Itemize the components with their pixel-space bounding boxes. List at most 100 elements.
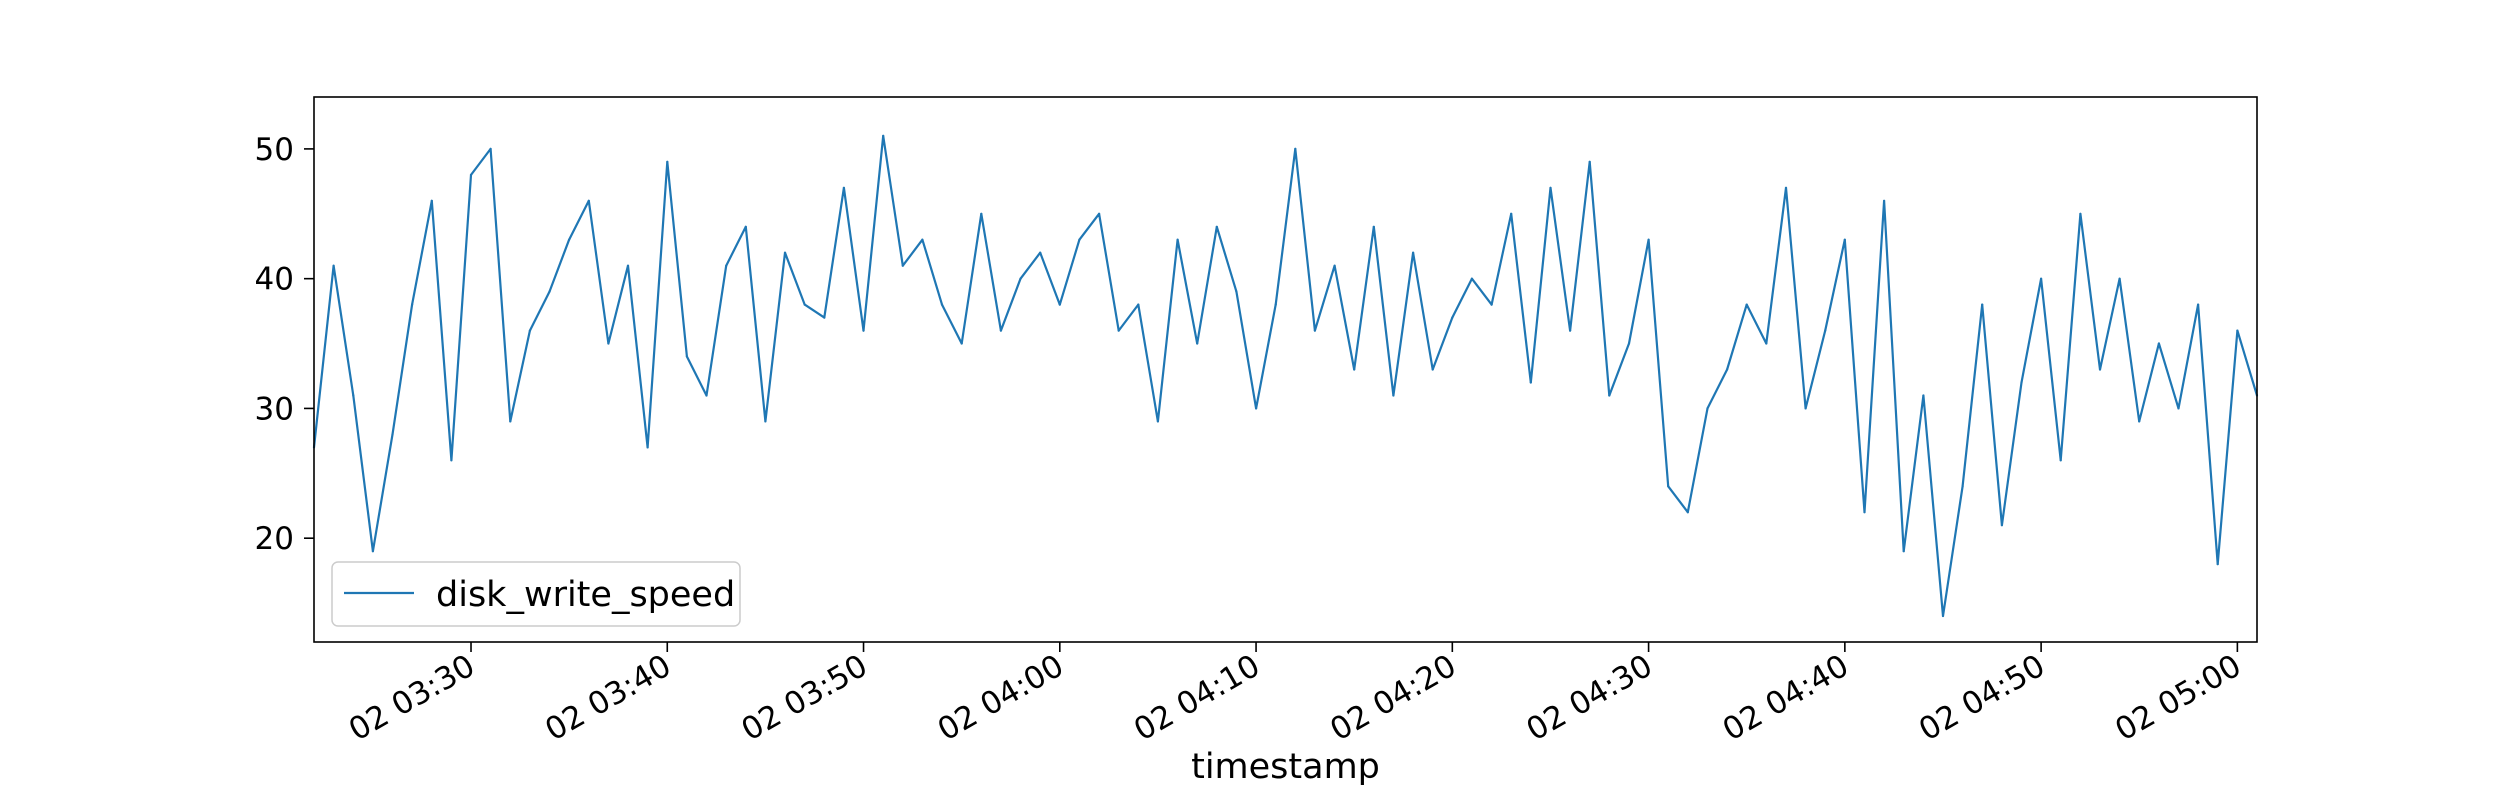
data-point	[1470, 277, 1473, 280]
data-point	[1569, 329, 1572, 332]
data-point	[1941, 614, 1945, 618]
data-point	[1981, 303, 1984, 306]
data-point	[901, 264, 904, 267]
data-point	[2216, 563, 2219, 566]
data-point	[450, 459, 453, 462]
data-point	[1706, 407, 1709, 410]
data-point	[1922, 394, 1925, 397]
data-point	[1961, 485, 1964, 488]
data-point	[744, 225, 747, 228]
data-point	[1883, 199, 1886, 202]
data-point	[548, 290, 551, 293]
data-point	[1667, 485, 1670, 488]
data-point	[1863, 511, 1866, 514]
data-point	[1078, 238, 1081, 241]
data-point	[528, 329, 532, 332]
data-point	[1255, 407, 1258, 410]
data-point	[2079, 212, 2082, 215]
data-point	[489, 147, 492, 150]
data-point	[646, 446, 649, 449]
data-point	[1274, 303, 1277, 306]
data-point	[882, 134, 885, 137]
data-point	[2197, 303, 2200, 306]
data-point	[1019, 277, 1022, 280]
legend: disk_write_speed	[331, 561, 741, 627]
data-point	[1196, 342, 1199, 345]
data-point	[862, 329, 865, 332]
data-point	[783, 251, 787, 254]
data-point	[2177, 407, 2180, 410]
data-point	[352, 394, 355, 397]
data-point	[1392, 394, 1395, 397]
data-point	[1156, 420, 1159, 423]
y-tick-label: 20	[255, 521, 294, 557]
data-point	[1490, 303, 1493, 306]
data-point	[1176, 238, 1179, 241]
data-point	[1686, 511, 1689, 514]
data-point	[626, 264, 630, 267]
data-point	[1588, 160, 1591, 163]
data-point	[1117, 329, 1120, 332]
data-point	[2118, 277, 2121, 280]
data-point	[371, 550, 374, 553]
data-point	[2236, 329, 2239, 332]
x-axis-title: timestamp	[1191, 747, 1380, 787]
data-point	[2000, 524, 2003, 527]
y-tick-label: 40	[255, 262, 294, 298]
data-point	[666, 160, 669, 163]
data-point	[1647, 238, 1650, 241]
data-point	[1765, 342, 1768, 345]
series-line-disk_write_speed	[312, 134, 2259, 618]
data-point	[1294, 147, 1297, 150]
data-point	[764, 420, 767, 423]
data-point	[1058, 303, 1061, 306]
data-point	[1824, 329, 1827, 332]
data-point	[1313, 329, 1316, 332]
data-point	[2059, 459, 2062, 462]
series-layer	[312, 134, 2259, 618]
data-point	[1549, 186, 1552, 189]
data-point	[1843, 238, 1846, 241]
data-point	[1039, 251, 1042, 254]
data-point	[430, 199, 433, 202]
data-point	[1608, 394, 1611, 397]
data-point	[685, 355, 689, 358]
data-point	[1431, 368, 1434, 371]
data-point	[1235, 290, 1238, 293]
data-point	[1412, 251, 1415, 254]
data-point	[1726, 368, 1729, 371]
data-point	[2098, 368, 2102, 371]
data-point	[1529, 381, 1532, 384]
data-point	[568, 238, 571, 241]
data-point	[960, 342, 963, 345]
data-point	[842, 186, 846, 189]
data-point	[1627, 342, 1631, 345]
data-point	[1215, 225, 1218, 228]
data-point	[2138, 420, 2141, 423]
y-tick-label: 50	[255, 132, 294, 168]
data-point	[1372, 225, 1375, 228]
data-point	[980, 212, 983, 215]
data-point	[921, 238, 924, 241]
data-point	[332, 264, 335, 267]
data-point	[411, 303, 414, 306]
data-point	[940, 303, 944, 306]
legend-box	[331, 561, 741, 627]
data-point	[823, 316, 826, 319]
legend-label: disk_write_speed	[436, 575, 735, 615]
y-axis-ticks: 20 30 40 50	[255, 132, 314, 557]
data-point	[1353, 368, 1356, 371]
data-point	[1784, 186, 1788, 189]
data-point	[2157, 342, 2160, 345]
data-point	[803, 303, 806, 306]
data-point	[725, 264, 728, 267]
data-point	[587, 199, 590, 202]
data-point	[1510, 212, 1513, 215]
data-point	[705, 394, 708, 397]
data-point	[1902, 550, 1905, 553]
y-tick-label: 30	[255, 391, 294, 427]
data-point	[1451, 316, 1454, 319]
data-point	[607, 342, 610, 345]
data-point	[1804, 407, 1807, 410]
